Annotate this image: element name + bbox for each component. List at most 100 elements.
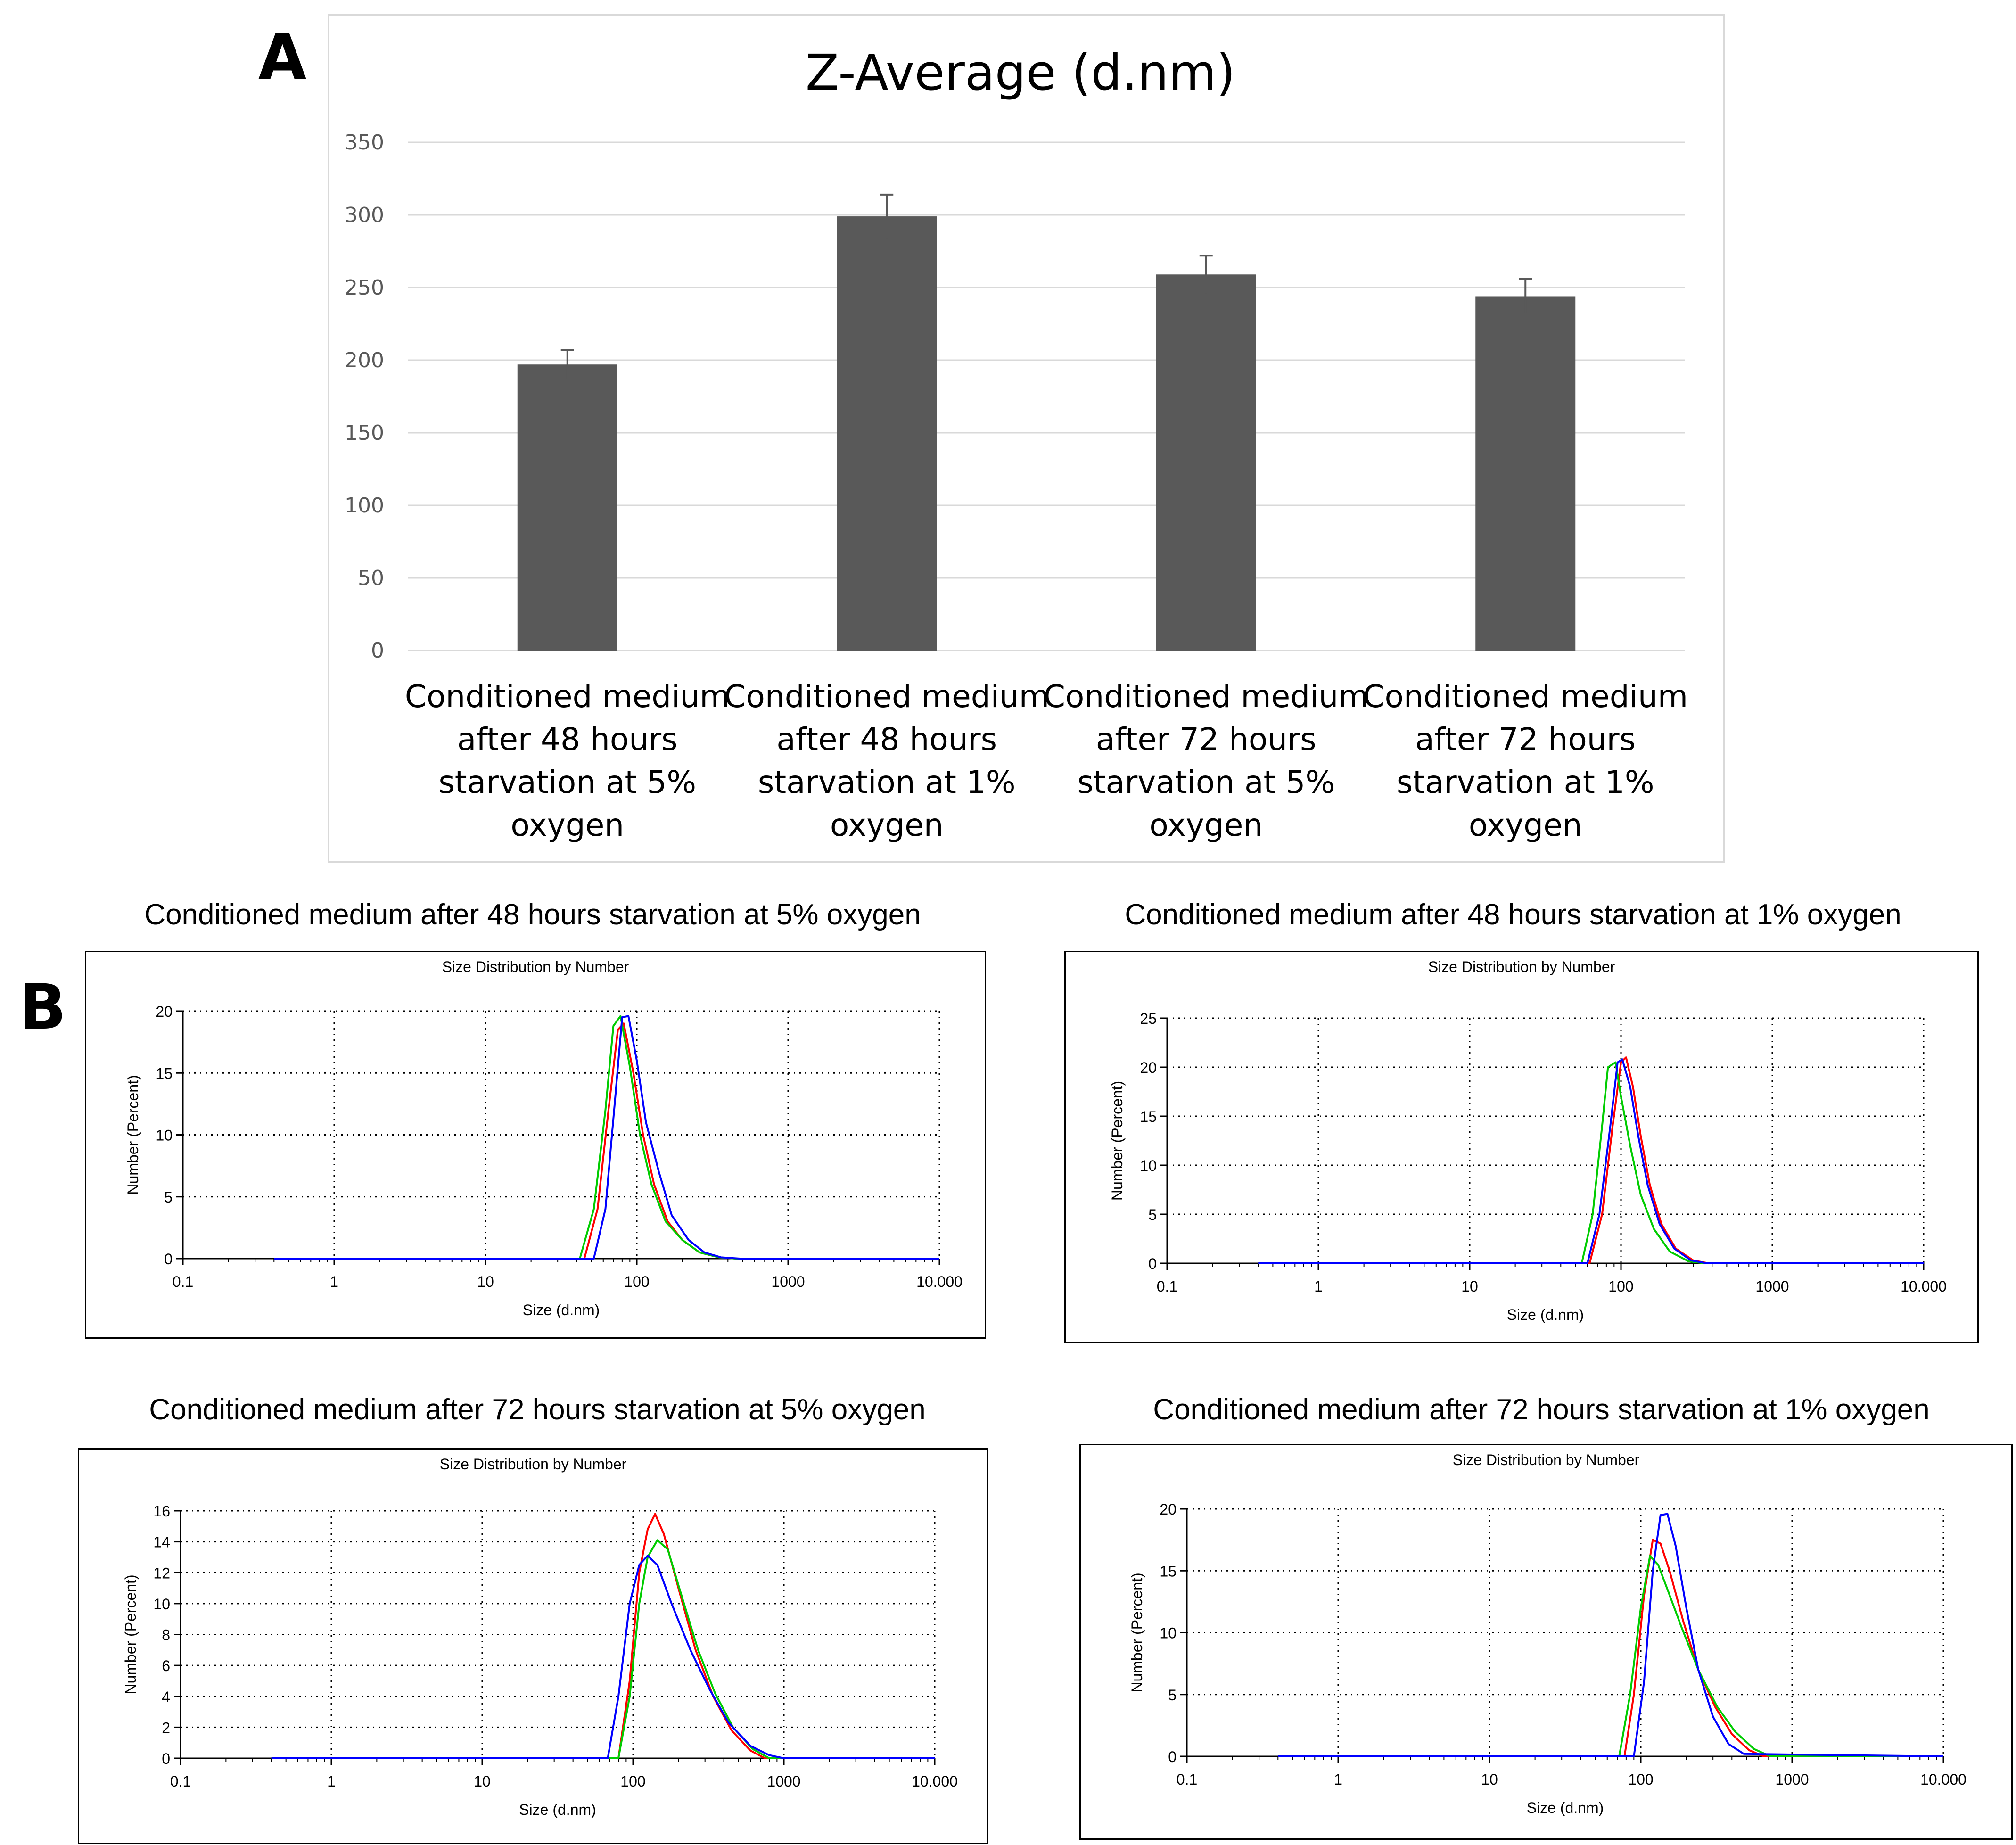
category-label-line: after 48 hours <box>457 721 678 758</box>
series-line-blue <box>1258 1058 1924 1264</box>
y-tick-label: 5 <box>1148 1206 1157 1223</box>
bar-4 <box>1475 296 1576 651</box>
y-tick-label-a: 150 <box>345 421 384 445</box>
series-line-red <box>271 1513 935 1759</box>
y-tick-label: 0 <box>1168 1748 1177 1765</box>
y-tick-label: 15 <box>1160 1563 1177 1580</box>
x-tick-label: 1000 <box>1755 1278 1789 1295</box>
x-tick-label: 0.1 <box>1177 1771 1197 1788</box>
y-tick-label-a: 200 <box>345 348 384 372</box>
category-label-line: starvation at 5% <box>1077 764 1335 800</box>
category-label-line: Conditioned medium <box>1044 678 1369 715</box>
chart-b-title: Size Distribution by Number <box>1428 958 1615 975</box>
series-line-blue <box>274 1015 939 1260</box>
x-axis-label: Size (d.nm) <box>1507 1306 1584 1323</box>
category-label-line: oxygen <box>510 807 624 843</box>
chart-b-title: Size Distribution by Number <box>442 958 629 975</box>
z-average-bar-chart: Z-Average (d.nm) 0 50 100 150 200 250 300 350 C… <box>345 44 1688 843</box>
x-axis-label: Size (d.nm) <box>523 1301 600 1318</box>
category-label-line: starvation at 1% <box>1397 764 1654 800</box>
y-tick-label: 14 <box>153 1534 170 1551</box>
x-tick-label: 10 <box>1481 1771 1498 1788</box>
x-tick-label: 1 <box>1314 1278 1323 1295</box>
y-axis-label: Number (Percent) <box>1128 1573 1145 1692</box>
y-tick-label: 6 <box>162 1657 170 1674</box>
series-line-blue <box>1278 1513 1944 1757</box>
x-tick-label: 100 <box>1608 1278 1633 1295</box>
panel-b1-heading: Conditioned medium after 48 hours starva… <box>144 898 921 931</box>
y-tick-label: 0 <box>162 1750 170 1767</box>
y-tick-label-a: 0 <box>371 639 384 663</box>
panel-b3-heading: Conditioned medium after 72 hours starva… <box>149 1393 926 1426</box>
y-tick-label-a: 100 <box>345 494 384 518</box>
x-axis-label: Size (d.nm) <box>519 1801 596 1818</box>
category-label-line: Conditioned medium <box>405 678 730 715</box>
y-tick-label: 20 <box>156 1003 173 1020</box>
panel-letter-b: B <box>19 971 66 1044</box>
category-label-line: oxygen <box>1149 807 1263 843</box>
chart-b-title: Size Distribution by Number <box>1453 1451 1640 1468</box>
y-tick-label: 0 <box>164 1251 173 1268</box>
category-label-line: Conditioned medium <box>1363 678 1688 715</box>
y-tick-label-a: 350 <box>345 131 384 155</box>
panel-b4-heading: Conditioned medium after 72 hours starva… <box>1153 1393 1930 1426</box>
x-tick-label: 10 <box>1461 1278 1478 1295</box>
x-tick-label: 10 <box>474 1773 491 1790</box>
x-tick-label: 10.000 <box>1920 1771 1967 1788</box>
x-tick-label: 1000 <box>767 1773 800 1790</box>
y-tick-label-a: 250 <box>345 276 384 300</box>
category-label-line: starvation at 1% <box>758 764 1016 800</box>
y-tick-label: 16 <box>153 1503 170 1520</box>
category-label-line: oxygen <box>1469 807 1582 843</box>
series-line-green <box>274 1015 939 1260</box>
y-axis-label: Number (Percent) <box>1109 1081 1126 1201</box>
x-tick-label: 1 <box>327 1773 336 1790</box>
x-tick-label: 10.000 <box>912 1773 958 1790</box>
y-tick-label: 10 <box>1140 1157 1157 1174</box>
series-line-red <box>1278 1539 1943 1757</box>
panel-b2-heading: Conditioned medium after 48 hours starva… <box>1125 898 1901 931</box>
series-line-green <box>1258 1061 1924 1264</box>
x-tick-label: 0.1 <box>170 1773 191 1790</box>
series-line-red <box>1258 1056 1924 1264</box>
x-tick-label: 10.000 <box>1901 1278 1947 1295</box>
bar-3 <box>1156 274 1256 651</box>
series-line-blue <box>271 1555 935 1759</box>
y-tick-label: 10 <box>1160 1625 1177 1642</box>
category-label-line: after 48 hours <box>776 721 997 758</box>
panel-b4-box: Size Distribution by Number 0.1 1 10 100 1000… <box>1079 1444 2013 1840</box>
panel-letter-a: A <box>258 21 307 94</box>
panel-b2-box: Size Distribution by Number 0.1 1 10 100 1000… <box>1064 951 1979 1343</box>
y-axis-label: Number (Percent) <box>124 1075 141 1194</box>
y-tick-label: 0 <box>1148 1255 1157 1272</box>
x-axis-label: Size (d.nm) <box>1527 1799 1604 1816</box>
x-tick-label: 10 <box>477 1273 494 1290</box>
series-line-red <box>274 1022 939 1260</box>
series-line-green <box>1278 1555 1943 1757</box>
category-label-line: starvation at 5% <box>438 764 696 800</box>
category-label-line: after 72 hours <box>1415 721 1636 758</box>
x-tick-label: 1 <box>1334 1771 1342 1788</box>
y-tick-label-a: 300 <box>345 203 384 227</box>
x-tick-label: 100 <box>1628 1771 1653 1788</box>
y-tick-label: 5 <box>1168 1687 1177 1704</box>
y-axis-label: Number (Percent) <box>122 1574 139 1694</box>
y-tick-label: 20 <box>1140 1059 1157 1076</box>
chart-a-title: Z-Average (d.nm) <box>806 44 1235 101</box>
panel-b3-box: Size Distribution by Number 0.1 1 10 100 1000… <box>78 1448 988 1844</box>
x-tick-label: 0.1 <box>1157 1278 1177 1295</box>
x-tick-label: 100 <box>620 1773 645 1790</box>
y-tick-label: 20 <box>1160 1501 1177 1518</box>
y-tick-label: 25 <box>1140 1010 1157 1027</box>
bar-2 <box>837 216 937 651</box>
y-tick-label: 15 <box>1140 1108 1157 1125</box>
x-tick-label: 1000 <box>771 1273 805 1290</box>
y-tick-label: 10 <box>153 1596 170 1613</box>
panel-b1-box: Size Distribution by Number 0.1 1 10 100 1000… <box>85 951 986 1339</box>
y-tick-label: 12 <box>153 1565 170 1581</box>
x-tick-label: 1 <box>330 1273 338 1290</box>
y-tick-label: 8 <box>162 1627 170 1644</box>
